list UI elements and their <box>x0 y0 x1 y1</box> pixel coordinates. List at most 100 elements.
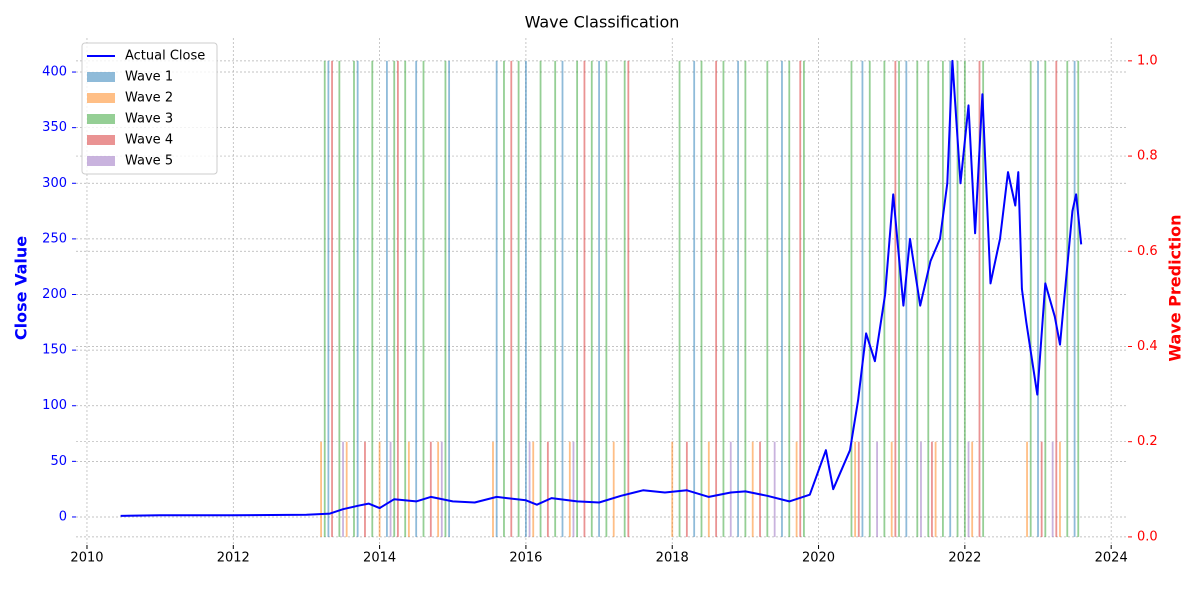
wave-bar <box>605 60 608 537</box>
wave-bar <box>1026 441 1028 537</box>
wave-bar <box>1066 60 1069 537</box>
wave-bar <box>623 60 626 537</box>
wave-bar <box>876 441 878 537</box>
wave-bar <box>371 60 374 537</box>
wave-bar <box>546 441 549 537</box>
y-tick-label: 350 <box>42 120 67 135</box>
wave-bar <box>1055 60 1058 537</box>
wave-bar <box>342 441 344 537</box>
wave-bar <box>963 60 966 537</box>
wave-bar <box>1044 60 1047 537</box>
wave-bar <box>861 60 864 537</box>
grid <box>76 38 1128 545</box>
y-tick-label: 250 <box>42 231 67 246</box>
y2-tick-label: 0.4 <box>1137 339 1158 354</box>
y-axis-label: Close Value <box>12 236 31 340</box>
close-line <box>120 59 1083 517</box>
y2-axis-label: Wave Prediction <box>1166 214 1185 361</box>
wave-bar <box>1059 441 1061 537</box>
wave-bar <box>803 60 805 537</box>
wave-bar <box>894 60 897 537</box>
wave-bar <box>850 60 853 537</box>
x-tick-label: 2010 <box>70 551 103 566</box>
wave-bar <box>561 60 564 537</box>
wave-bar <box>1029 60 1032 537</box>
wave-bar <box>590 60 593 537</box>
wave-bar <box>715 60 718 537</box>
bars <box>320 60 1080 537</box>
wave-bar <box>503 60 505 537</box>
wave-bar <box>857 441 860 537</box>
wave-bar <box>971 441 974 537</box>
wave-bar <box>766 60 769 537</box>
wave-bar <box>868 60 871 537</box>
wave-bar <box>759 441 761 537</box>
wave-bar <box>320 441 322 537</box>
wave-bar <box>671 441 674 537</box>
wave-bar <box>934 441 937 537</box>
wave-bar <box>448 60 451 537</box>
lines <box>120 59 1083 517</box>
wave-bar <box>598 60 600 537</box>
y-tick-label: 150 <box>42 343 67 358</box>
y2-tick-label: 0.6 <box>1137 244 1158 259</box>
wave-bar <box>729 441 732 537</box>
legend-label: Wave 1 <box>125 70 173 85</box>
x-tick-label: 2018 <box>656 551 689 566</box>
x-tick-label: 2014 <box>363 551 396 566</box>
wave-bar <box>854 441 857 537</box>
legend-label: Actual Close <box>125 49 205 64</box>
y2-tick-label: 1.0 <box>1137 53 1158 68</box>
wave-bar <box>525 60 527 537</box>
wave-bar <box>437 441 440 537</box>
wave-bar <box>773 441 776 537</box>
wave-bar <box>327 60 330 537</box>
wave-bar <box>364 441 366 537</box>
wave-bar <box>1040 441 1043 537</box>
wave-bar <box>396 60 399 537</box>
wave-bar <box>356 60 359 537</box>
wave-bar <box>1073 60 1076 537</box>
wave-bar <box>323 60 326 537</box>
wave-bar <box>572 441 575 537</box>
wave-bar <box>353 60 355 537</box>
y-tick-label: 400 <box>42 65 67 80</box>
wave-bar <box>492 441 494 537</box>
wave-bar <box>949 60 952 537</box>
x-tick-label: 2024 <box>1095 551 1128 566</box>
y-tick-label: 300 <box>42 176 67 191</box>
legend-label: Wave 4 <box>125 133 173 148</box>
y2-tick-label: 0.2 <box>1137 434 1158 449</box>
wave-bar <box>389 441 392 537</box>
wave-bar <box>967 441 970 537</box>
wave-bar <box>528 441 531 537</box>
wave-bar <box>338 60 341 537</box>
wave-bar <box>407 441 410 537</box>
chart-title: Wave Classification <box>525 13 680 32</box>
wave-bar <box>331 60 333 537</box>
legend-swatch <box>87 114 115 124</box>
wave-bar <box>788 60 791 537</box>
wave-bar <box>942 60 944 537</box>
wave-bar <box>722 60 725 537</box>
legend-box <box>81 42 218 175</box>
y-tick-label: 100 <box>42 398 67 413</box>
wave-bar <box>799 60 802 537</box>
wave-bar <box>1037 60 1039 537</box>
x-tick-label: 2016 <box>509 551 542 566</box>
wave-bar <box>568 441 571 537</box>
legend-swatch <box>87 156 115 166</box>
wave-bar <box>898 60 900 537</box>
wave-bar <box>404 60 407 537</box>
wave-bar <box>532 441 535 537</box>
wave-bar <box>583 60 586 537</box>
wave-bar <box>931 441 933 537</box>
y2-tick-label: 0.0 <box>1137 529 1158 544</box>
wave-bar <box>393 60 396 537</box>
wave-bar <box>627 60 630 537</box>
x-tick-label: 2020 <box>802 551 835 566</box>
wave-bar <box>905 60 908 537</box>
legend-label: Wave 2 <box>125 91 173 106</box>
wave-bar <box>956 60 959 537</box>
